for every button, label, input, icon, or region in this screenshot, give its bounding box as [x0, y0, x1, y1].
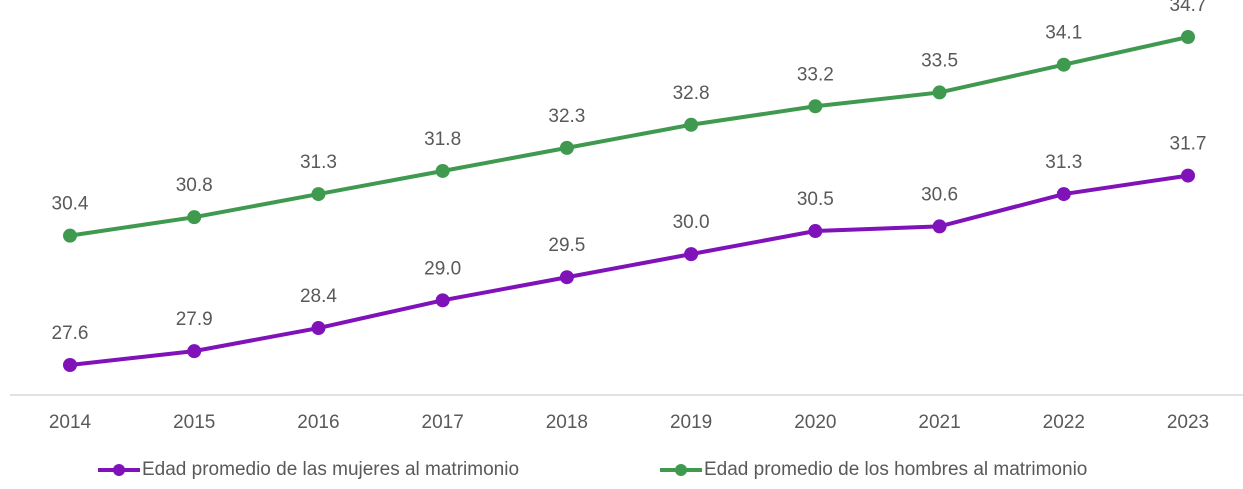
data-label: 31.3: [1045, 152, 1082, 173]
legend-label: Edad promedio de los hombres al matrimon…: [704, 459, 1087, 480]
data-label: 30.8: [176, 175, 213, 196]
data-label: 27.6: [52, 323, 89, 344]
data-point: [1056, 187, 1071, 202]
x-tick-label: 2017: [422, 412, 464, 433]
data-label: 30.4: [52, 194, 89, 215]
data-label: 31.7: [1170, 134, 1207, 155]
legend-marker: [675, 464, 687, 476]
data-label: 34.7: [1170, 0, 1207, 16]
data-point: [932, 219, 947, 234]
data-point: [559, 140, 574, 155]
x-tick-label: 2022: [1043, 412, 1085, 433]
data-label: 29.0: [424, 258, 461, 279]
data-point: [1056, 57, 1071, 72]
data-label: 31.8: [424, 129, 461, 150]
data-label: 30.5: [797, 189, 834, 210]
data-point: [63, 358, 77, 372]
data-point: [808, 99, 823, 114]
series-line: [69, 35, 1189, 238]
data-label: 30.0: [673, 212, 710, 233]
data-point: [808, 224, 823, 239]
x-tick-label: 2014: [49, 412, 92, 433]
data-label: 32.3: [548, 106, 585, 127]
data-point: [311, 321, 326, 336]
data-point: [684, 247, 699, 262]
x-tick-label: 2015: [173, 412, 215, 433]
legend-marker: [113, 464, 125, 476]
series-line: [69, 173, 1189, 367]
data-point: [435, 293, 450, 308]
x-tick-label: 2019: [670, 412, 712, 433]
data-point: [559, 270, 574, 285]
data-point: [311, 187, 326, 202]
data-label: 30.6: [921, 184, 958, 205]
data-label: 32.8: [673, 83, 710, 104]
x-tick-label: 2023: [1167, 412, 1209, 433]
data-point: [684, 117, 699, 132]
data-point: [932, 85, 947, 100]
data-point: [187, 344, 202, 359]
data-point: [435, 163, 450, 178]
data-label: 28.4: [300, 286, 337, 307]
data-point: [187, 210, 202, 225]
data-label: 33.5: [921, 50, 958, 71]
x-tick-label: 2016: [297, 412, 339, 433]
data-label: 29.5: [548, 235, 585, 256]
data-label: 34.1: [1045, 23, 1082, 44]
data-point: [1181, 30, 1195, 44]
data-label: 31.3: [300, 152, 337, 173]
x-tick-label: 2018: [546, 412, 588, 433]
data-label: 33.2: [797, 64, 834, 85]
data-label: 27.9: [176, 309, 213, 330]
x-tick-label: 2021: [918, 412, 960, 433]
data-point: [1181, 168, 1195, 183]
legend-label: Edad promedio de las mujeres al matrimon…: [142, 459, 519, 480]
data-point: [63, 228, 77, 243]
x-tick-label: 2020: [794, 412, 836, 433]
